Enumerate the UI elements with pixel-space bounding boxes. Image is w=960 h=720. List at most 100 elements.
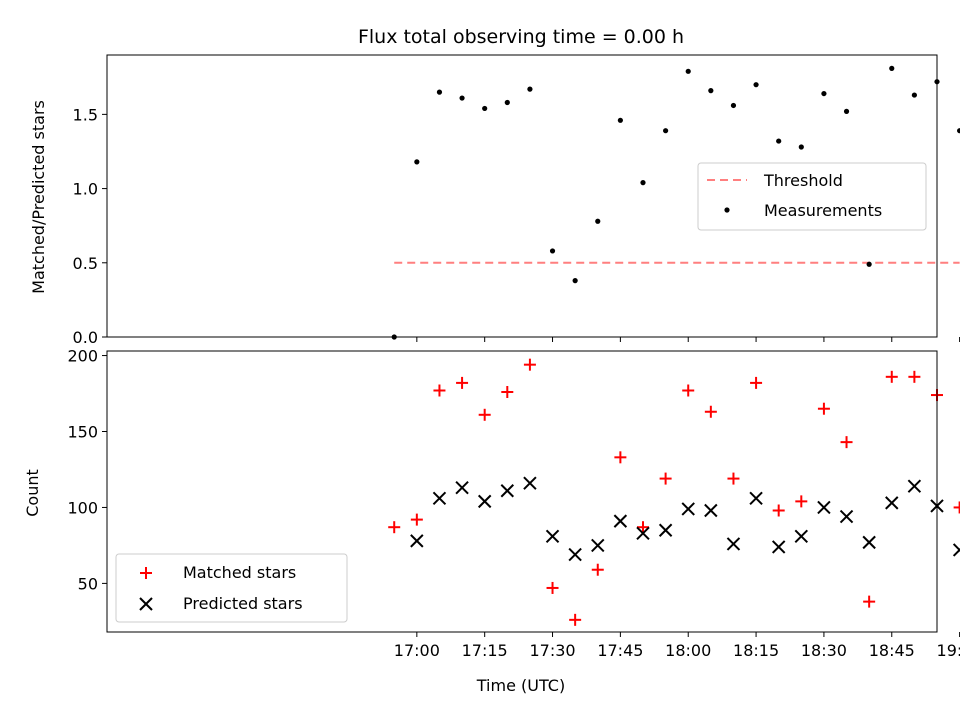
top-ylabel: Matched/Predicted stars — [29, 100, 48, 294]
predicted-point-b — [817, 500, 831, 515]
matched-point — [704, 405, 717, 418]
bottom-ytick-label: 200 — [67, 347, 98, 366]
measurements-series — [391, 65, 960, 340]
xtick-label: 17:45 — [597, 641, 643, 660]
measurement-point — [572, 278, 578, 284]
matched-point — [523, 358, 536, 371]
chart-title: Flux total observing time = 0.00 h — [358, 26, 684, 48]
predicted-point-b — [591, 538, 605, 553]
predicted-point-b — [658, 523, 673, 537]
xtick-label: 18:15 — [733, 641, 779, 660]
predicted-point — [681, 502, 695, 516]
predicted-point — [885, 496, 899, 510]
legend-measurements-swatch — [724, 207, 730, 213]
top-ytick-label: 0.5 — [73, 254, 98, 273]
measurement-point — [889, 65, 895, 71]
predicted-point — [726, 537, 741, 551]
predicted-point-b — [432, 491, 447, 506]
measurement-point — [685, 68, 691, 74]
measurement-point — [414, 159, 420, 165]
top-ytick-label: 1.0 — [73, 180, 98, 199]
matched-point — [953, 501, 960, 514]
measurement-point — [595, 218, 601, 224]
xtick-label: 18:30 — [801, 641, 847, 660]
matched-point — [795, 495, 808, 508]
measurement-point — [730, 102, 737, 109]
predicted-point-b — [704, 503, 718, 518]
predicted-point-b — [862, 535, 876, 550]
predicted-point — [568, 547, 582, 562]
top-ytick-label: 1.5 — [73, 105, 98, 124]
matched-point — [840, 436, 853, 449]
measurement-point — [459, 95, 465, 101]
matched-point — [863, 595, 876, 608]
matched-point — [750, 376, 763, 389]
matched-point — [478, 408, 491, 421]
predicted-point — [455, 480, 469, 495]
matched-point — [659, 472, 672, 485]
predicted-point — [952, 543, 960, 557]
predicted-point — [862, 535, 876, 550]
bottom-ytick-label: 100 — [67, 498, 98, 517]
predicted-point — [500, 484, 515, 498]
predicted-point-b — [636, 526, 650, 540]
measurement-point — [911, 92, 917, 98]
legend-measurements-label: Measurements — [764, 201, 882, 220]
bottom-xlabel: Time (UTC) — [476, 676, 565, 695]
measurement-point — [708, 88, 714, 94]
predicted-point — [432, 491, 447, 506]
predicted-point-b — [455, 480, 469, 495]
matched-point — [885, 370, 898, 383]
predicted-point — [410, 534, 424, 548]
measurement-point — [843, 108, 850, 114]
top-ytick-label: 0.0 — [73, 328, 98, 347]
matched-point — [772, 504, 785, 517]
predicted-point — [907, 479, 922, 493]
predicted-point-b — [885, 496, 899, 510]
predicted-point — [839, 509, 854, 524]
predicted-point — [771, 540, 786, 554]
measurement-point — [617, 117, 623, 123]
legend-predicted-swatch — [139, 597, 153, 611]
matched-point — [456, 376, 469, 389]
matched-point — [501, 386, 514, 399]
matched-point — [591, 563, 604, 576]
xtick-label: 18:45 — [869, 641, 915, 660]
xtick-label: 17:30 — [529, 641, 575, 660]
xtick-label: 17:00 — [394, 641, 440, 660]
matched-point — [410, 513, 423, 526]
predicted-point-b — [726, 537, 741, 551]
predicted-point-b — [500, 484, 515, 498]
predicted-point — [704, 503, 718, 518]
measurement-point — [436, 89, 443, 95]
predicted-point — [658, 523, 673, 537]
measurement-point — [821, 90, 827, 97]
predicted-point-b — [794, 529, 809, 544]
xtick-label: 18:00 — [665, 641, 711, 660]
measurement-point — [504, 99, 510, 106]
predicted-point — [545, 529, 560, 544]
predicted-point — [817, 500, 831, 515]
matched-point — [817, 402, 830, 415]
predicted-point — [523, 476, 537, 490]
matched-point — [614, 451, 627, 464]
predicted-point-b — [771, 540, 786, 554]
predicted-point-b — [523, 476, 537, 490]
legend-predicted-label: Predicted stars — [183, 594, 303, 613]
matched-point — [727, 472, 740, 485]
measurement-point — [663, 128, 669, 134]
matched-point — [908, 370, 921, 383]
measurement-point — [640, 180, 646, 186]
predicted-point — [477, 494, 492, 509]
measurement-point — [549, 248, 556, 254]
legend-threshold-label: Threshold — [763, 171, 843, 190]
measurement-point — [957, 128, 960, 134]
matched-point — [433, 384, 446, 397]
matched-point — [682, 384, 695, 397]
predicted-point-b — [410, 534, 424, 548]
xtick-label: 19:00 — [937, 641, 960, 660]
bottom-panel-frame — [106, 350, 938, 633]
matched-point — [546, 581, 559, 594]
measurement-point — [482, 105, 488, 112]
top-panel-frame — [106, 54, 938, 338]
